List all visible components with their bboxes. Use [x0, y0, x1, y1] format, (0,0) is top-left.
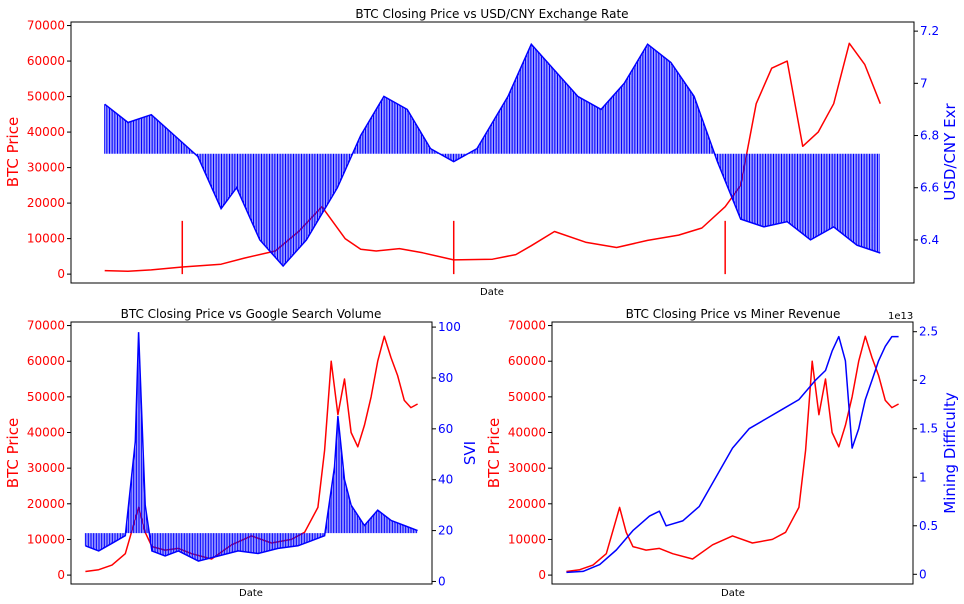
btc-price-line [85, 335, 418, 573]
left-tick-label: 50000 [508, 390, 546, 404]
chart-title: BTC Closing Price vs USD/CNY Exchange Ra… [355, 7, 628, 21]
right-tick-label: 60 [438, 422, 453, 436]
left-tick-label: 40000 [27, 125, 65, 139]
right-tick-label: 100 [438, 320, 461, 334]
right-tick-label: 7 [920, 76, 928, 90]
series-2-line [104, 42, 881, 268]
btc-price-line [566, 335, 899, 573]
plot-frame [70, 21, 915, 284]
right-tick-label: 7.2 [920, 24, 939, 38]
chart-miner-revenue: BTC Closing Price vs Miner Revenue 0 1000… [485, 307, 959, 599]
right-tick-label: 0 [919, 567, 927, 581]
left-tick-label: 40000 [27, 426, 65, 440]
right-axis-offset-text: 1e13 [888, 311, 913, 322]
left-tick-label: 50000 [27, 90, 65, 104]
left-tick-label: 20000 [27, 196, 65, 210]
series-1-fill [84, 343, 418, 561]
right-tick-label: 1.5 [919, 422, 938, 436]
right-series-line [566, 335, 899, 574]
chart-title: BTC Closing Price vs Google Search Volum… [121, 307, 382, 321]
plot-frame [70, 321, 433, 585]
right-tick-label: 0.5 [919, 519, 938, 533]
left-tick-label: 0 [538, 568, 546, 582]
right-tick-label: 2 [919, 373, 927, 387]
chart-exchange-rate: BTC Closing Price vs USD/CNY Exchange Ra… [4, 7, 959, 298]
left-tick-label: 40000 [508, 426, 546, 440]
series-1-line [85, 332, 418, 562]
plot-marks [566, 335, 899, 574]
right-tick-label: 1 [919, 470, 927, 484]
left-tick-label: 10000 [508, 532, 546, 546]
left-tick-label: 0 [57, 568, 65, 582]
left-tick-label: 20000 [508, 497, 546, 511]
right-tick-label: 6.8 [920, 129, 939, 143]
right-tick-label: 20 [438, 524, 453, 538]
chart-title: BTC Closing Price vs Miner Revenue [626, 307, 841, 321]
left-tick-label: 60000 [27, 54, 65, 68]
right-axis-ticks: 0 20 40 60 80 100 [432, 320, 461, 588]
left-axis-label: BTC Price [4, 117, 22, 187]
left-tick-label: 10000 [27, 232, 65, 246]
left-axis-ticks: 0 10000 20000 30000 40000 50000 60000 70000 [508, 319, 552, 582]
plot-frame [551, 321, 914, 585]
left-tick-label: 10000 [27, 532, 65, 546]
right-axis-label: Mining Difficulty [941, 392, 959, 514]
plot-marks [84, 332, 418, 573]
right-tick-label: 40 [438, 473, 453, 487]
right-axis-label: SVI [461, 441, 479, 465]
left-tick-label: 60000 [508, 354, 546, 368]
left-axis-ticks: 0 10000 20000 30000 40000 50000 60000 70000 [27, 319, 71, 582]
left-tick-label: 60000 [27, 354, 65, 368]
right-tick-label: 2.5 [919, 325, 938, 339]
left-tick-label: 0 [57, 267, 65, 281]
right-tick-label: 0 [438, 574, 446, 588]
left-axis-ticks: 0 10000 20000 30000 40000 50000 60000 70000 [27, 19, 71, 281]
x-axis-label: Date [239, 588, 263, 599]
left-tick-label: 50000 [27, 390, 65, 404]
x-axis-label: Date [480, 287, 504, 298]
left-tick-label: 70000 [508, 319, 546, 333]
right-tick-label: 6.4 [920, 233, 939, 247]
left-tick-label: 20000 [27, 497, 65, 511]
left-axis-label: BTC Price [485, 418, 503, 488]
left-tick-label: 30000 [508, 461, 546, 475]
left-tick-label: 70000 [27, 19, 65, 33]
right-tick-label: 6.6 [920, 181, 939, 195]
chart-search-volume: BTC Closing Price vs Google Search Volum… [4, 307, 479, 599]
btc-price-line [104, 42, 881, 273]
right-axis-ticks: 0 0.5 1 1.5 2 2.5 [913, 325, 938, 581]
left-tick-label: 30000 [27, 461, 65, 475]
plot-marks [104, 42, 881, 275]
right-axis-ticks: 6.4 6.6 6.8 7 7.2 [914, 24, 939, 247]
left-tick-label: 70000 [27, 319, 65, 333]
left-axis-label: BTC Price [4, 418, 22, 488]
x-axis-label: Date [721, 588, 745, 599]
series-2-fill [104, 44, 880, 266]
right-tick-label: 80 [438, 371, 453, 385]
left-tick-label: 30000 [27, 161, 65, 175]
right-axis-label: USD/CNY Exr [941, 103, 959, 201]
